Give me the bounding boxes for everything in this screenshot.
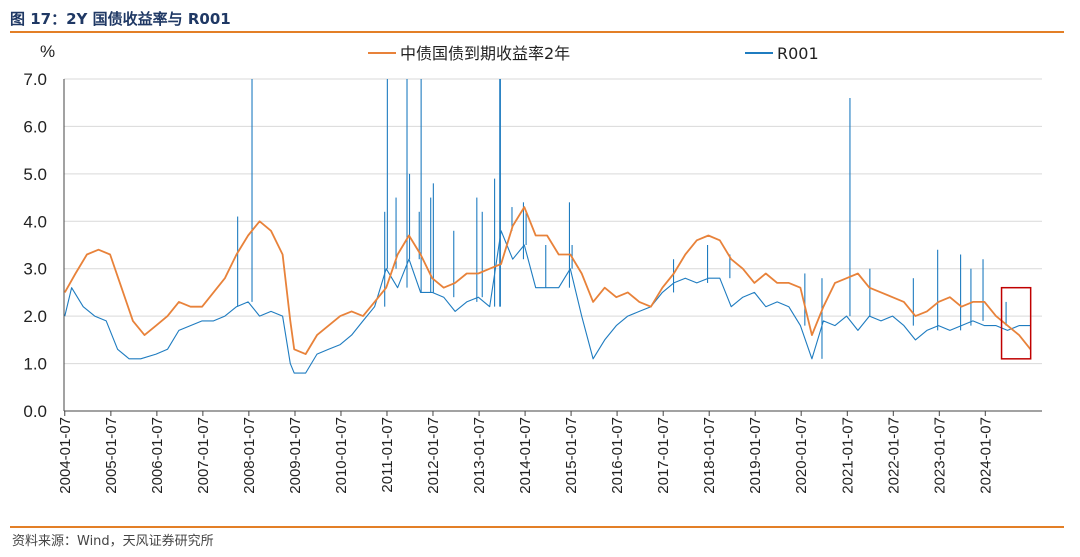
x-tick-label: 2021-01-07: [839, 417, 856, 494]
x-tick-label: 2023-01-07: [931, 417, 948, 494]
x-tick-label: 2005-01-07: [103, 417, 120, 494]
x-tick-label: 2004-01-07: [57, 417, 74, 494]
legend-label: R001: [777, 44, 819, 63]
x-tick-label: 2018-01-07: [701, 417, 718, 494]
source-note: 资料来源：Wind，天风证券研究所: [12, 534, 214, 549]
x-tick-label: 2015-01-07: [563, 417, 580, 494]
x-tick-label: 2016-01-07: [609, 417, 626, 494]
y-tick-label: 2.0: [23, 307, 47, 326]
gridlines: [64, 78, 1042, 365]
y-tick-labels: 0.0 1.0 2.0 3.0 4.0 5.0 6.0 7.0: [23, 70, 47, 421]
highlight-box: [1000, 286, 1032, 360]
bottom-rule: [10, 526, 1064, 528]
x-tick-label: 2020-01-07: [793, 417, 810, 494]
top-rule: [10, 31, 1064, 33]
figure-title: 图 17：2Y 国债收益率与 R001: [10, 10, 231, 28]
x-tick-label: 2013-01-07: [471, 417, 488, 494]
y-tick-label: 0.0: [23, 402, 47, 421]
y-axis-unit: %: [40, 42, 55, 61]
x-tick-label: 2009-01-07: [287, 417, 304, 494]
y-tick-label: 4.0: [23, 212, 47, 231]
y-tick-label: 3.0: [23, 260, 47, 279]
x-tick-label: 2011-01-07: [379, 417, 396, 493]
x-tick-label: 2014-01-07: [517, 417, 534, 494]
y-tick-label: 5.0: [23, 165, 47, 184]
legend: 中债国债到期收益率2年 R001: [368, 44, 819, 63]
r001-line: [64, 230, 1031, 374]
x-tick-labels: 2004-01-07 2005-01-07 2006-01-07 2007-01-07…: [57, 417, 995, 494]
y-tick-label: 6.0: [23, 117, 47, 136]
x-tick-label: 2017-01-07: [655, 417, 672, 494]
legend-label: 中债国债到期收益率2年: [400, 44, 570, 63]
y-tick-label: 7.0: [23, 70, 47, 89]
x-tick-label: 2006-01-07: [149, 417, 166, 494]
axes: [63, 79, 1042, 416]
x-tick-label: 2019-01-07: [747, 417, 764, 494]
yield-2y-line: [64, 206, 1032, 356]
x-tick-label: 2008-01-07: [241, 417, 258, 494]
x-tick-label: 2022-01-07: [885, 417, 902, 494]
x-tick-label: 2024-01-07: [977, 417, 994, 494]
x-tick-label: 2012-01-07: [425, 417, 442, 494]
x-tick-label: 2010-01-07: [333, 417, 350, 494]
y-tick-label: 1.0: [23, 355, 47, 374]
series-lines: [64, 79, 1032, 374]
x-tick-label: 2007-01-07: [195, 417, 212, 494]
